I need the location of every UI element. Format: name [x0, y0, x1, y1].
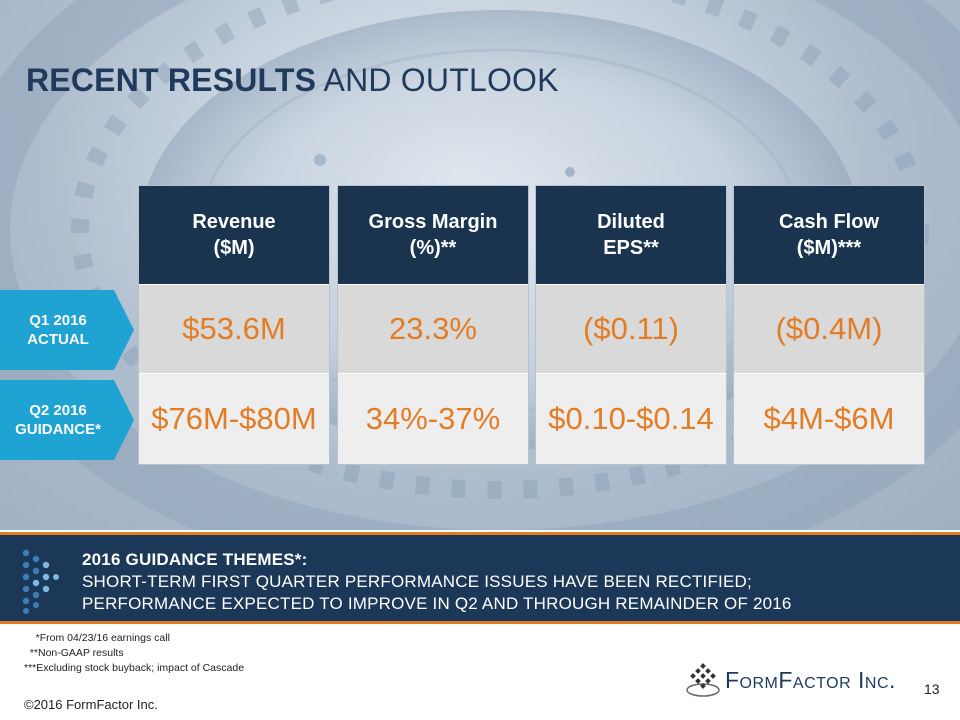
formfactor-logo: FormFactor Inc.	[685, 662, 896, 698]
column-revenue: Revenue ($M) $53.6M $76M-$80M	[139, 186, 329, 464]
header-line2: ($M)	[213, 237, 255, 259]
footnote: **Non-GAAP results	[24, 647, 124, 659]
row-label-actual-line2: ACTUAL	[27, 331, 89, 348]
banner-line2: PERFORMANCE EXPECTED TO IMPROVE IN Q2 AN…	[82, 594, 792, 613]
row-label-guidance: Q2 2016 GUIDANCE*	[0, 380, 134, 460]
row-label-actual: Q1 2016 ACTUAL	[0, 290, 134, 370]
guidance-value: $0.10-$0.14	[536, 374, 726, 464]
actual-value: ($0.4M)	[734, 285, 924, 374]
footnote: ***Excluding stock buyback; impact of Ca…	[24, 662, 245, 674]
column-diluted-eps: Diluted EPS** ($0.11) $0.10-$0.14	[536, 186, 726, 464]
column-cash-flow: Cash Flow ($M)*** ($0.4M) $4M-$6M	[734, 186, 924, 464]
column-header: Revenue ($M)	[139, 186, 329, 285]
actual-value: $53.6M	[139, 285, 329, 374]
actual-value: 23.3%	[338, 285, 528, 374]
title-bold: RECENT RESULTS	[26, 62, 317, 98]
footnotes: *From 04/23/16 earnings call **Non-GAAP …	[24, 631, 244, 676]
column-header: Diluted EPS**	[536, 186, 726, 285]
banner-heading: 2016 GUIDANCE THEMES*:	[82, 550, 308, 569]
copyright: ©2016 FormFactor Inc.	[24, 697, 158, 712]
row-label-guidance-line2: GUIDANCE*	[15, 421, 101, 438]
page-title: RECENT RESULTS AND OUTLOOK	[26, 62, 559, 99]
header-line2: ($M)***	[796, 237, 862, 259]
logo-mark-icon	[686, 663, 720, 697]
column-header: Gross Margin (%)**	[338, 186, 528, 285]
banner-line1: SHORT-TERM FIRST QUARTER PERFORMANCE ISS…	[82, 572, 752, 591]
row-label-guidance-line1: Q2 2016	[29, 402, 87, 419]
dot-pattern-icon	[22, 549, 59, 614]
logo-text: FormFactor Inc.	[725, 666, 896, 693]
title-light: AND OUTLOOK	[316, 62, 559, 98]
header-line1: Gross Margin	[368, 211, 498, 233]
header-line1: Revenue	[192, 211, 276, 233]
column-gross-margin: Gross Margin (%)** 23.3% 34%-37%	[338, 186, 528, 464]
guidance-value: $76M-$80M	[139, 374, 329, 464]
chevron-shape	[0, 290, 134, 370]
guidance-value: 34%-37%	[338, 374, 528, 464]
page-number: 13	[924, 681, 940, 697]
column-header: Cash Flow ($M)***	[734, 186, 924, 285]
header-line2: EPS**	[603, 237, 659, 259]
actual-value: ($0.11)	[536, 285, 726, 374]
header-line1: Diluted	[597, 211, 665, 233]
row-label-actual-line1: Q1 2016	[29, 312, 87, 329]
header-line1: Cash Flow	[778, 211, 879, 233]
chevron-shape	[0, 380, 134, 460]
guidance-value: $4M-$6M	[734, 374, 924, 464]
header-line2: (%)**	[409, 237, 457, 259]
footnote: *From 04/23/16 earnings call	[24, 632, 170, 644]
guidance-themes-banner: 2016 GUIDANCE THEMES*: SHORT-TERM FIRST …	[0, 532, 960, 624]
